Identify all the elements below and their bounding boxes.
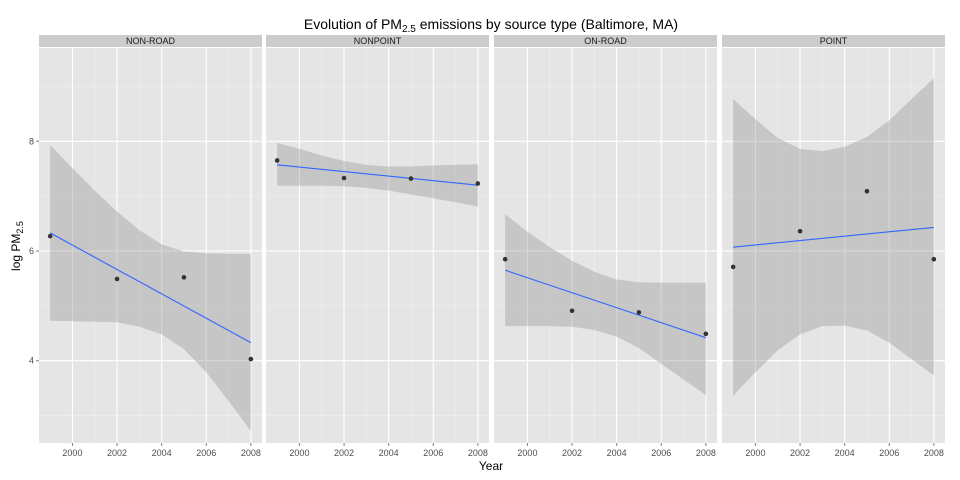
x-tick-label: 2002 <box>107 448 127 458</box>
x-axis-title: Year <box>479 459 503 473</box>
panel-background <box>494 48 717 443</box>
data-point <box>730 264 736 270</box>
panel-non-road: NON-ROAD 2000 2002 2004 2006 2008 <box>39 35 262 458</box>
chart-title-subscript: 2.5 <box>402 24 416 35</box>
x-tick-label: 2008 <box>696 448 716 458</box>
y-axis: 4 6 8 <box>29 136 39 366</box>
data-point <box>502 256 508 262</box>
y-tick-label: 4 <box>29 356 34 366</box>
panel-strip <box>722 35 945 47</box>
panels: NON-ROAD 2000 2002 2004 2006 2008 NONPOINT 2000… <box>29 35 945 458</box>
panel-strip-label: POINT <box>820 36 848 46</box>
data-point <box>274 158 280 163</box>
panel-nonpoint: NONPOINT 2000 2002 2004 2006 2008 <box>266 35 489 458</box>
data-point <box>864 188 870 194</box>
panel-strip <box>39 35 262 47</box>
panel-strip <box>266 35 489 47</box>
y-tick-label: 6 <box>29 246 34 256</box>
x-tick-label: 2004 <box>835 448 855 458</box>
x-tick-label: 2008 <box>924 448 944 458</box>
data-point <box>703 331 709 337</box>
data-point <box>931 256 937 262</box>
x-tick-label: 2002 <box>790 448 810 458</box>
data-point <box>248 356 254 362</box>
x-tick-label: 2000 <box>62 448 82 458</box>
data-point <box>569 308 575 314</box>
panel-background <box>266 48 489 443</box>
x-tick-label: 2006 <box>651 448 671 458</box>
x-tick-label: 2006 <box>879 448 899 458</box>
x-tick-label: 2002 <box>334 448 354 458</box>
panel-on-road: ON-ROAD 2000 2002 2004 2006 2008 <box>494 35 717 458</box>
x-tick-label: 2000 <box>289 448 309 458</box>
x-tick-label: 2002 <box>562 448 582 458</box>
data-point <box>475 181 481 186</box>
panel-strip <box>494 35 717 47</box>
panel-strip-label: NON-ROAD <box>126 36 175 46</box>
x-tick-label: 2008 <box>468 448 488 458</box>
trend-line <box>277 164 478 186</box>
y-tick-label: 8 <box>29 136 34 146</box>
data-point <box>181 275 187 280</box>
confidence-band <box>505 214 706 396</box>
x-tick-label: 2006 <box>196 448 216 458</box>
x-tick-label: 2004 <box>152 448 172 458</box>
x-tick-label: 2004 <box>607 448 627 458</box>
x-tick-label: 2000 <box>745 448 765 458</box>
y-axis-title-subscript: 2.5 <box>15 221 25 234</box>
panel-background <box>722 48 945 443</box>
panel-strip-label: ON-ROAD <box>584 36 627 46</box>
x-tick-label: 2004 <box>379 448 399 458</box>
trend-line <box>504 269 707 339</box>
data-point <box>114 276 120 282</box>
chart-title: Evolution of PM2.5 emissions by source t… <box>304 16 678 35</box>
trend-line <box>733 226 934 248</box>
trend-line <box>49 232 252 344</box>
panel-point: POINT 2000 2002 2004 2006 2008 <box>722 35 945 458</box>
data-point <box>341 175 347 181</box>
x-tick-label: 2008 <box>241 448 261 458</box>
data-point <box>636 310 642 315</box>
x-tick-label: 2000 <box>517 448 537 458</box>
data-point <box>797 228 803 234</box>
y-axis-title: log PM2.5 <box>9 221 25 271</box>
data-point <box>47 233 53 239</box>
panel-strip-label: NONPOINT <box>354 36 402 46</box>
x-tick-label: 2006 <box>423 448 443 458</box>
panel-background <box>39 48 262 443</box>
data-point <box>408 176 414 181</box>
